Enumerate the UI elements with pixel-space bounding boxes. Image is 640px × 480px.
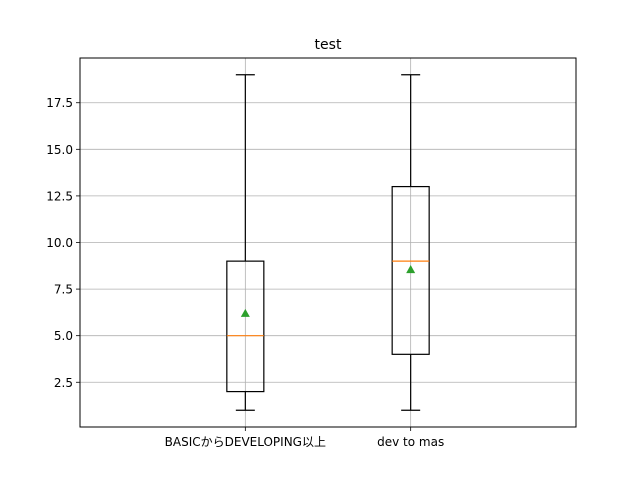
grid-lines [80, 58, 576, 427]
x-axis: BASICからDEVELOPING以上 dev to mas [165, 427, 444, 449]
mean-marker [406, 265, 416, 274]
box-group [391, 74, 430, 411]
y-tick-label: 17.5 [46, 96, 73, 110]
iqr-box [226, 260, 265, 393]
y-tick-label: 10.0 [46, 236, 73, 250]
y-axis: 2.5 5.0 7.5 10.0 12.5 15.0 17.5 [46, 96, 80, 390]
iqr-box [391, 185, 430, 355]
y-tick-label: 2.5 [54, 376, 73, 390]
mean-marker [240, 308, 250, 317]
box-series [226, 74, 430, 411]
chart-title: test [315, 37, 342, 53]
x-tick-label: dev to mas [377, 435, 444, 449]
box-group [226, 74, 265, 411]
x-tick-label: BASICからDEVELOPING以上 [165, 435, 326, 449]
y-tick-label: 15.0 [46, 143, 73, 157]
y-tick-label: 5.0 [54, 329, 73, 343]
y-tick-label: 12.5 [46, 189, 73, 203]
y-tick-label: 7.5 [54, 283, 73, 297]
